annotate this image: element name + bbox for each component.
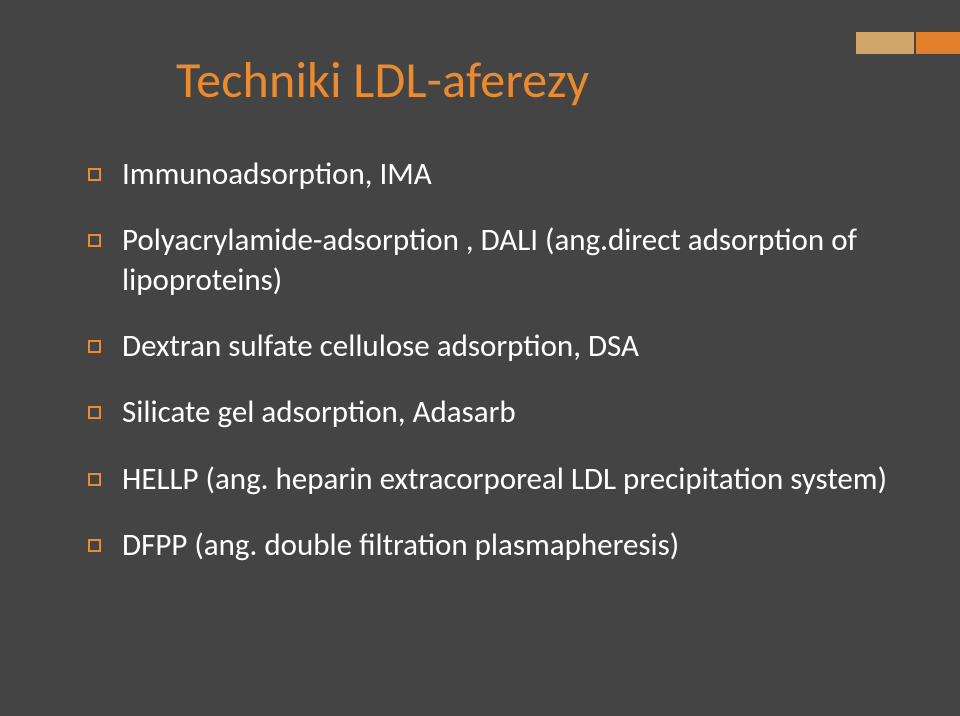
slide: Techniki LDL-aferezy Immunoadsorption, I…: [0, 0, 960, 716]
list-item: Immunoadsorption, IMA: [88, 155, 900, 194]
accent-bar-dark: [916, 32, 960, 54]
accent-bar-light: [856, 32, 914, 54]
list-item: Polyacrylamide-adsorption , DALI (ang.di…: [88, 221, 900, 300]
bullet-list: Immunoadsorption, IMA Polyacrylamide-ads…: [88, 155, 900, 566]
list-item: HELLP (ang. heparin extracorporeal LDL p…: [88, 460, 900, 499]
page-title: Techniki LDL-aferezy: [176, 50, 900, 111]
list-item: Silicate gel adsorption, Adasarb: [88, 393, 900, 432]
accent-bars: [856, 32, 960, 54]
list-item: Dextran sulfate cellulose adsorption, DS…: [88, 327, 900, 366]
list-item: DFPP (ang. double filtration plasmaphere…: [88, 526, 900, 565]
